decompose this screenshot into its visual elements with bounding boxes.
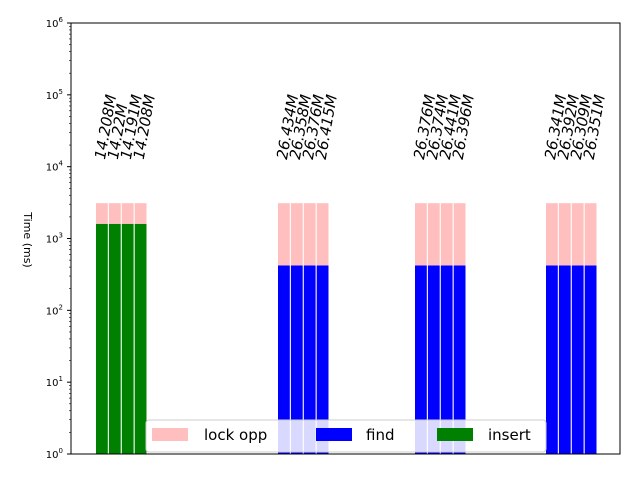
bars-layer [96, 203, 597, 454]
bar-find-g4-b1 [546, 265, 558, 454]
bar-lock-opp-g3-b4 [453, 203, 466, 266]
bar-find-g3-b2 [427, 265, 440, 454]
bar-lock-opp-g3-b1 [415, 203, 427, 266]
legend-label-find: find [366, 426, 394, 444]
legend-swatch-insert [437, 428, 473, 441]
legend-label-lock-opp: lock opp [204, 426, 267, 444]
y-axis-label: Time (ms) [21, 211, 34, 267]
bar-lock-opp-g1-b4 [134, 203, 147, 224]
y-tick-label: 102 [46, 303, 63, 317]
bar-find-g3-b1 [415, 265, 427, 454]
y-tick-label: 103 [46, 232, 63, 246]
bar-find-g4-b4 [584, 265, 597, 454]
bar-lock-opp-g1-b1 [96, 203, 108, 224]
bar-lock-opp-g3-b2 [427, 203, 440, 266]
bar-find-g2-b3 [303, 265, 316, 454]
bar-lock-opp-g4-b2 [558, 203, 571, 266]
bar-lock-opp-g1-b2 [108, 203, 121, 224]
bar-find-g3-b4 [453, 265, 466, 454]
bar-lock-opp-g4-b4 [584, 203, 597, 266]
legend-label-insert: insert [488, 426, 531, 444]
legend-swatch-lock-opp [152, 428, 188, 441]
y-tick-label: 105 [46, 88, 63, 102]
legend: lock opp find insert [145, 419, 547, 453]
legend-swatch-find [316, 428, 352, 441]
y-tick-label: 104 [46, 160, 64, 174]
bar-lock-opp-g4-b1 [546, 203, 558, 266]
bar-lock-opp-g2-b3 [303, 203, 316, 266]
bar-insert-g1-b3 [121, 223, 134, 454]
y-tick-label: 101 [46, 375, 63, 389]
bar-find-g3-b3 [440, 265, 453, 454]
bar-lock-opp-g2-b1 [278, 203, 290, 266]
y-axis: 100 101 102 103 104 105 106 [46, 16, 71, 461]
bar-find-g4-b3 [571, 265, 584, 454]
bar-lock-opp-g4-b3 [571, 203, 584, 266]
bar-lock-opp-g2-b2 [290, 203, 303, 266]
bar-lock-opp-g3-b3 [440, 203, 453, 266]
y-tick-label: 106 [46, 16, 64, 30]
bar-lock-opp-g1-b3 [121, 203, 134, 224]
bar-insert-g1-b2 [108, 223, 121, 454]
bar-insert-g1-b4 [134, 223, 147, 454]
bar-lock-opp-g2-b4 [316, 203, 329, 266]
bar-find-g2-b4 [316, 265, 329, 454]
y-tick-label: 100 [46, 447, 63, 461]
bar-find-g2-b2 [290, 265, 303, 454]
bar-find-g2-b1 [278, 265, 290, 454]
bar-insert-g1-b1 [96, 223, 108, 454]
bar-find-g4-b2 [558, 265, 571, 454]
